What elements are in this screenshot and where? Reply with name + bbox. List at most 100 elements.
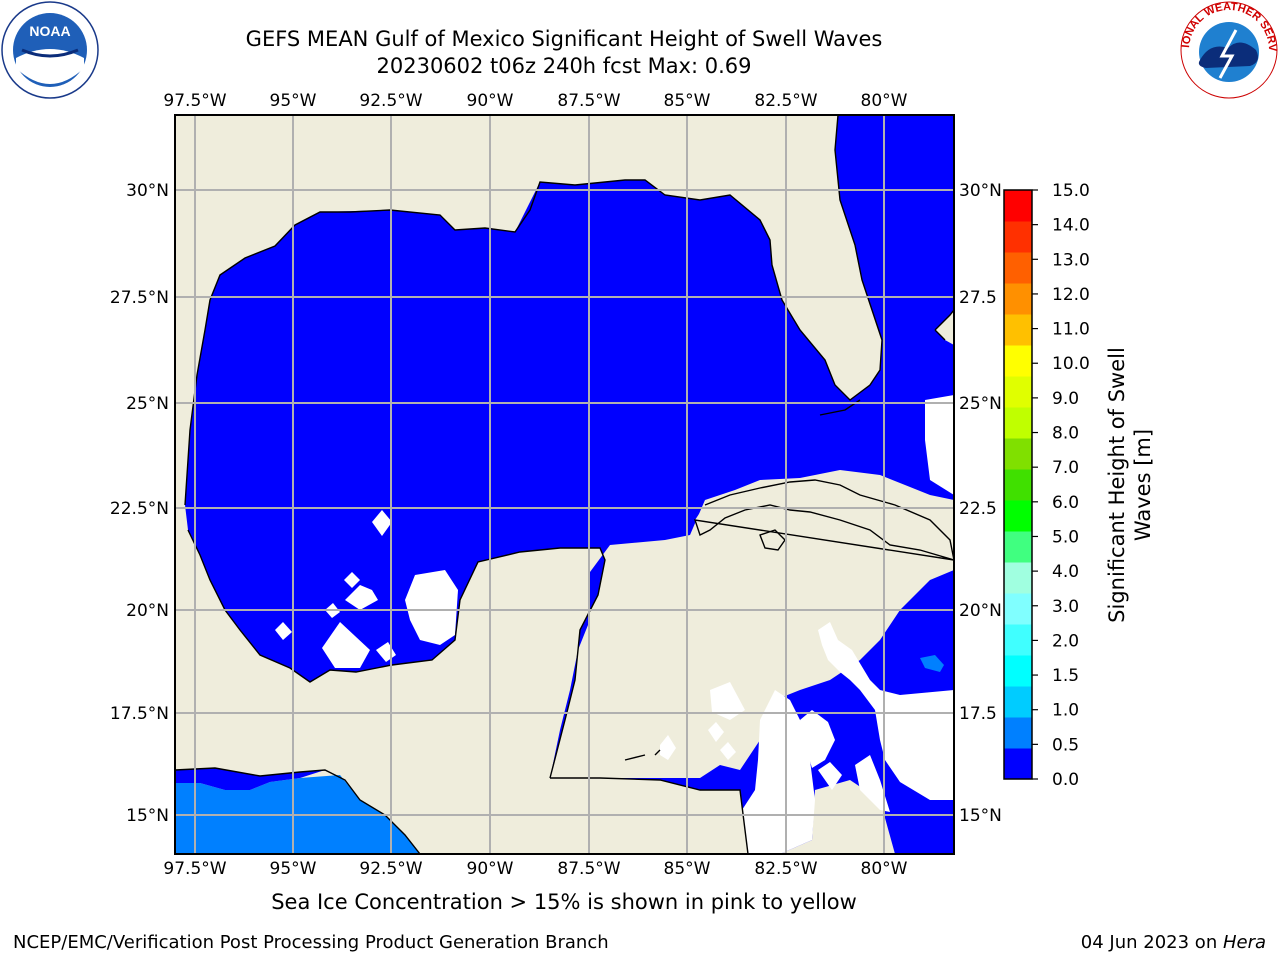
colorbar-segment <box>1004 531 1032 563</box>
colorbar-tick-label: 2.0 <box>1052 631 1079 651</box>
gulf-water <box>185 115 954 854</box>
lon-label: 85°W <box>664 859 711 879</box>
lat-label: 15°N <box>959 806 1002 826</box>
colorbar-tick-label: 7.0 <box>1052 458 1079 478</box>
lon-label: 90°W <box>467 859 514 879</box>
colorbar-tick-label: 4.0 <box>1052 562 1079 582</box>
swell-patch <box>920 655 944 672</box>
colorbar-segment <box>1004 593 1032 625</box>
lon-label: 92.5°W <box>359 91 422 111</box>
bahamas-land <box>935 310 954 345</box>
lat-label: 20°N <box>126 601 169 621</box>
lat-label: 17.5 <box>959 704 997 724</box>
cuba-land <box>695 480 954 560</box>
colorbar-tick-label: 6.0 <box>1052 493 1079 513</box>
lat-label: 17.5°N <box>110 704 169 724</box>
colorbar-segment <box>1004 469 1032 501</box>
chart-title: GEFS MEAN Gulf of Mexico Significant Hei… <box>245 27 883 51</box>
lon-label: 97.5°W <box>163 859 226 879</box>
lat-labels-right: 30°N 27.5 25°N 22.5 20°N 17.5 15°N <box>959 181 1002 826</box>
lat-label: 30°N <box>959 181 1002 201</box>
colorbar-tick-label: 10.0 <box>1052 354 1090 374</box>
lat-labels-left: 30°N 27.5°N 25°N 22.5°N 20°N 17.5°N 15°N <box>110 181 169 826</box>
footer-host: Hera <box>1222 932 1266 953</box>
colorbar-segment <box>1004 655 1032 687</box>
nws-logo: NATIONAL WEATHER SERVICE <box>0 0 1278 99</box>
lat-label: 22.5°N <box>110 499 169 519</box>
colorbar-label-line2: Waves [m] <box>1131 428 1155 542</box>
colorbar-label: Significant Height of Swell Waves [m] <box>1104 325 1156 645</box>
footer-credit: NCEP/EMC/Verification Post Processing Pr… <box>13 932 609 953</box>
colorbar-tick-label: 13.0 <box>1052 250 1090 270</box>
isle-of-youth <box>760 530 785 550</box>
lon-labels-top: 97.5°W 95°W 92.5°W 90°W 87.5°W 85°W 82.5… <box>163 91 907 111</box>
colorbar-tick-label: 5.0 <box>1052 527 1079 547</box>
colorbar-segment <box>1004 190 1032 222</box>
colorbar-segment <box>1004 314 1032 346</box>
colorbar-segment <box>1004 345 1032 377</box>
colorbar-segment <box>1004 283 1032 315</box>
colorbar-segment <box>1004 686 1032 718</box>
lon-label: 82.5°W <box>754 859 817 879</box>
lat-label: 27.5°N <box>110 288 169 308</box>
colorbar-tick-label: 0.0 <box>1052 770 1079 790</box>
map-area <box>175 115 954 854</box>
no-data-patches <box>275 395 954 854</box>
colorbar-tick-label: 1.5 <box>1052 666 1079 686</box>
colorbar-segment <box>1004 717 1032 749</box>
colorbar-tick-label: 12.0 <box>1052 285 1090 305</box>
lon-labels-bottom: 97.5°W 95°W 92.5°W 90°W 87.5°W 85°W 82.5… <box>163 859 907 879</box>
footer-date: 04 Jun 2023 on Hera <box>1081 932 1266 953</box>
lat-label: 15°N <box>126 806 169 826</box>
sea-ice-note: Sea Ice Concentration > 15% is shown in … <box>271 890 857 914</box>
lon-label: 85°W <box>664 91 711 111</box>
colorbar-ticks: 15.0 14.0 13.0 12.0 11.0 10.0 9.0 8.0 7.0 6.0 5.0 4… <box>1032 181 1090 790</box>
colorbar-label-line1: Significant Height of Swell <box>1105 347 1129 623</box>
lon-label: 80°W <box>861 91 908 111</box>
colorbar-tick-label: 8.0 <box>1052 424 1079 444</box>
nws-logo-text: NATIONAL WEATHER SERVICE <box>0 0 1278 52</box>
colorbar-tick-label: 9.0 <box>1052 389 1079 409</box>
colorbar-segment <box>1004 407 1032 439</box>
colorbar-segment <box>1004 376 1032 408</box>
colorbar-segment <box>1004 500 1032 532</box>
colorbar-tick-label: 1.0 <box>1052 701 1079 721</box>
lat-label: 22.5 <box>959 499 997 519</box>
lat-label: 30°N <box>126 181 169 201</box>
colorbar-frame <box>1003 189 1033 780</box>
colorbar-segment <box>1004 438 1032 470</box>
noaa-logo: NOAA <box>1 1 99 99</box>
lon-label: 80°W <box>861 859 908 879</box>
lat-label: 27.5 <box>959 288 997 308</box>
noaa-logo-text: NOAA <box>29 23 70 39</box>
svg-text:NATIONAL WEATHER SERVICE: NATIONAL WEATHER SERVICE <box>0 0 1278 52</box>
colorbar-segment <box>1004 562 1032 594</box>
chart-subtitle: 20230602 t06z 240h fcst Max: 0.69 <box>376 54 752 78</box>
lon-label: 92.5°W <box>359 859 422 879</box>
map-frame <box>174 114 955 855</box>
lon-label: 87.5°W <box>557 91 620 111</box>
lon-label: 97.5°W <box>163 91 226 111</box>
colorbar-tick-label: 0.5 <box>1052 735 1079 755</box>
colorbar-tick-label: 3.0 <box>1052 597 1079 617</box>
lon-label: 95°W <box>270 859 317 879</box>
colorbar-segment <box>1004 252 1032 284</box>
colorbar-tick-label: 15.0 <box>1052 181 1090 201</box>
gridlines <box>175 115 954 854</box>
lon-label: 82.5°W <box>754 91 817 111</box>
colorbar <box>1003 189 1033 780</box>
lat-label: 25°N <box>126 394 169 414</box>
colorbar-tick-label: 14.0 <box>1052 216 1090 236</box>
lon-label: 90°W <box>467 91 514 111</box>
lat-label: 25°N <box>959 394 1002 414</box>
colorbar-segment <box>1004 748 1032 780</box>
lon-label: 87.5°W <box>557 859 620 879</box>
colorbar-segment <box>1004 624 1032 656</box>
footer-date-text: 04 Jun 2023 on <box>1080 932 1223 953</box>
coastlines <box>175 115 954 854</box>
lon-label: 95°W <box>270 91 317 111</box>
colorbar-tick-label: 11.0 <box>1052 320 1090 340</box>
lat-label: 20°N <box>959 601 1002 621</box>
colorbar-segment <box>1004 221 1032 253</box>
